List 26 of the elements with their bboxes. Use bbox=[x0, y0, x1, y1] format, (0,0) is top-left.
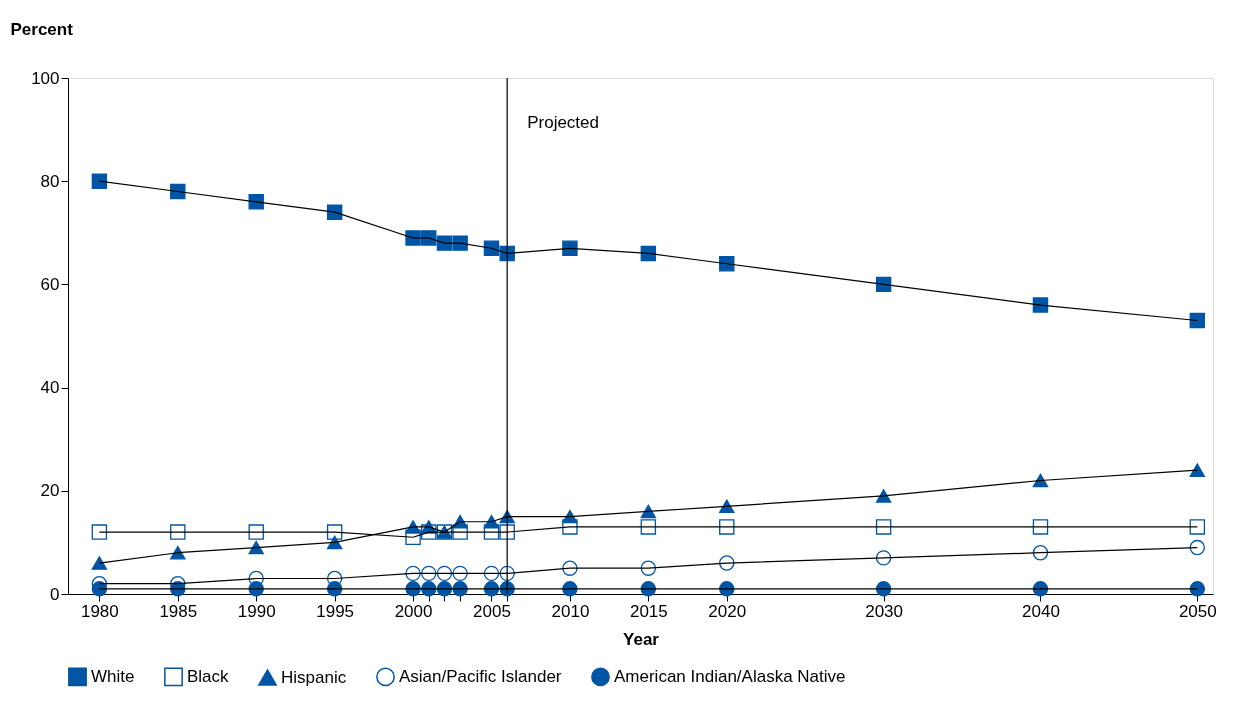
y-axis-title: Percent bbox=[10, 19, 74, 39]
legend-label: American Indian/Alaska Native bbox=[614, 666, 846, 686]
x-tick-label: 1980 bbox=[80, 601, 119, 621]
ref-line-label: Projected bbox=[527, 113, 600, 132]
x-tick-label: 2015 bbox=[629, 601, 668, 621]
x-axis-title: Year bbox=[623, 629, 660, 649]
legend-label: Hispanic bbox=[281, 667, 347, 687]
x-tick-label: 2005 bbox=[473, 601, 511, 621]
x-tick-label: 2030 bbox=[865, 601, 904, 621]
legend-label: Asian/Pacific Islander bbox=[399, 666, 562, 686]
y-tick-label: 0 bbox=[50, 584, 60, 604]
x-tick-label: 2040 bbox=[1022, 601, 1060, 621]
x-tick-label: 2010 bbox=[551, 601, 590, 621]
y-tick-label: 40 bbox=[40, 378, 60, 398]
y-tick-label: 80 bbox=[40, 171, 60, 191]
x-tick-label: 1990 bbox=[237, 601, 276, 621]
x-tick-label: 2000 bbox=[394, 601, 433, 621]
x-tick-label: 1985 bbox=[159, 601, 198, 621]
x-tick-label: 2050 bbox=[1178, 601, 1217, 621]
y-tick-label: 100 bbox=[31, 68, 60, 88]
y-tick-label: 60 bbox=[40, 274, 60, 294]
x-tick-label: 2020 bbox=[708, 601, 747, 621]
y-tick-label: 20 bbox=[40, 481, 60, 501]
x-tick-label: 1995 bbox=[316, 601, 355, 621]
legend-label: Black bbox=[187, 666, 230, 686]
legend-label: White bbox=[91, 666, 135, 686]
